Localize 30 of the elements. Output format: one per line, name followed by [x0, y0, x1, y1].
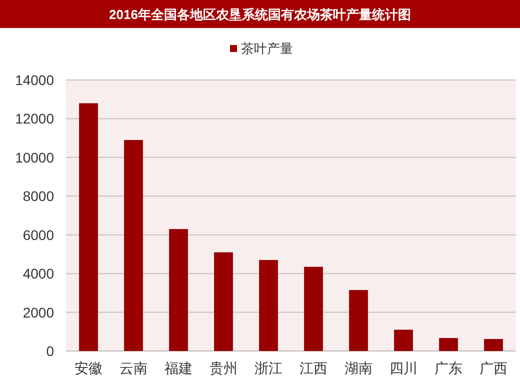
- x-tick-label: 广东: [434, 360, 462, 376]
- y-tick-label: 8000: [22, 188, 54, 204]
- x-tick-label: 四川: [390, 360, 418, 376]
- x-tick-label: 云南: [120, 360, 148, 376]
- bar: [349, 290, 368, 351]
- x-tick-label: 湖南: [344, 360, 372, 376]
- y-tick-label: 14000: [15, 72, 54, 88]
- bar: [169, 229, 188, 351]
- bar: [439, 338, 458, 351]
- bar: [259, 260, 278, 351]
- bar: [484, 339, 503, 351]
- bar: [124, 140, 143, 351]
- x-tick-label: 江西: [300, 360, 328, 376]
- bar: [394, 330, 413, 351]
- y-tick-label: 10000: [15, 149, 54, 166]
- bar: [214, 252, 233, 351]
- legend-label: 茶叶产量: [241, 41, 293, 56]
- y-tick-label: 6000: [22, 226, 54, 243]
- x-tick-label: 贵州: [210, 360, 238, 376]
- y-tick-label: 4000: [22, 266, 54, 282]
- y-tick-label: 12000: [15, 110, 54, 127]
- x-tick-label: 浙江: [254, 360, 282, 376]
- y-tick-label: 2000: [22, 304, 54, 320]
- x-tick-label: 安徽: [74, 360, 102, 376]
- y-tick-label: 0: [46, 343, 54, 359]
- bar: [304, 266, 323, 351]
- x-tick-label: 广西: [480, 360, 508, 376]
- bar: [79, 103, 98, 351]
- chart-title: 2016年全国各地区农垦系统国有农场茶叶产量统计图: [109, 7, 411, 22]
- x-tick-label: 福建: [164, 360, 192, 376]
